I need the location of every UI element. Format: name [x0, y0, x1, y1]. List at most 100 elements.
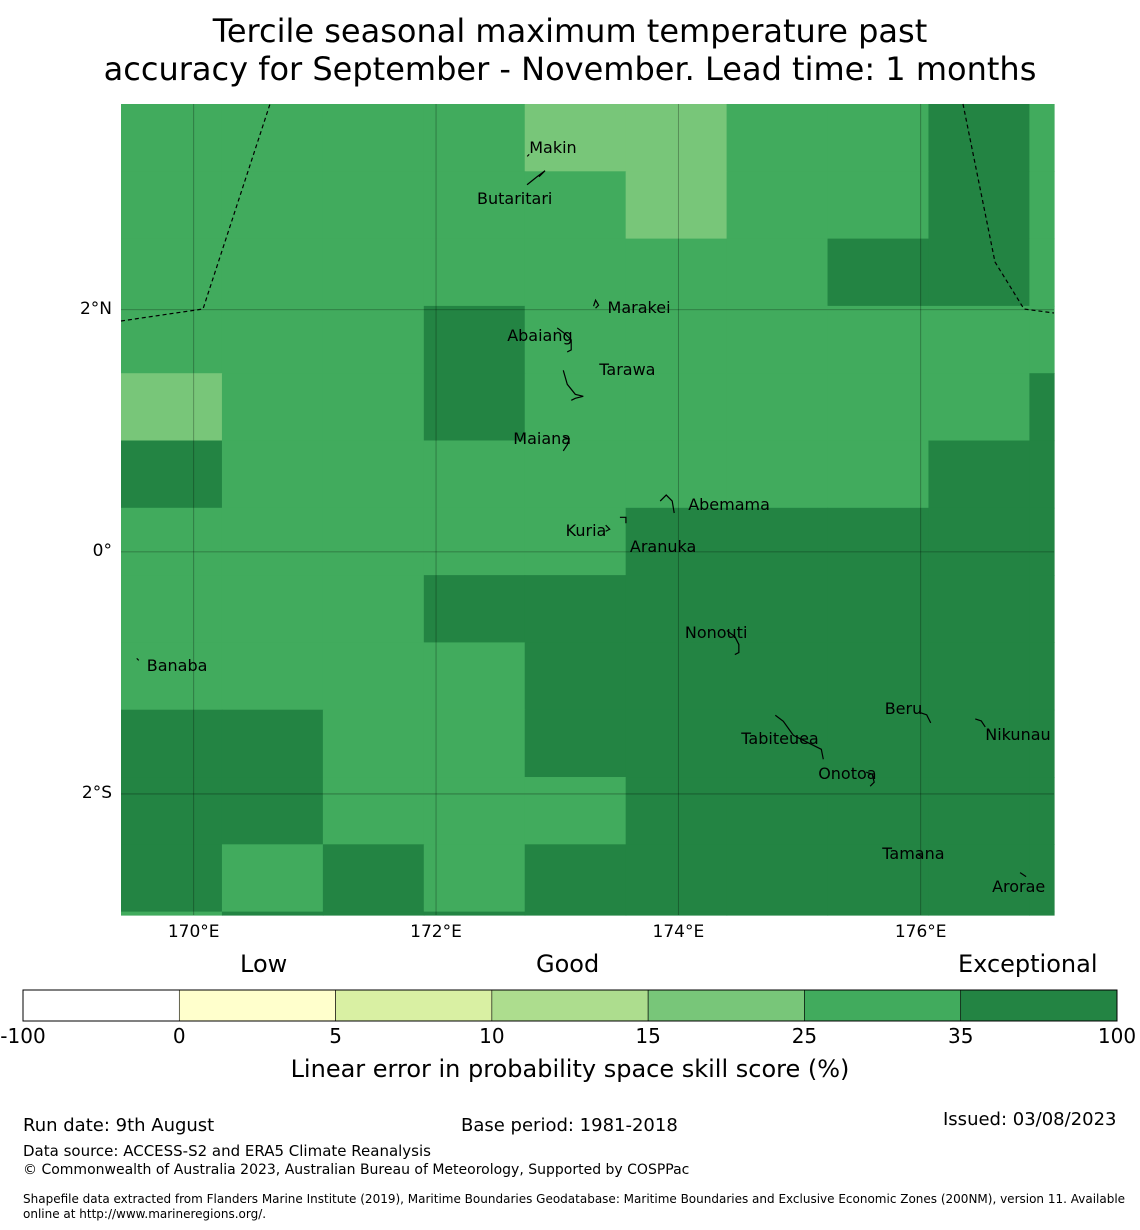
skill-cell [121, 104, 223, 172]
skill-cell [1029, 777, 1055, 845]
island-label-butaritari: Butaritari [477, 188, 553, 208]
map-title-line-1: Tercile seasonal maximum temperature pas… [212, 12, 928, 50]
skill-cell [726, 844, 829, 913]
skill-cell [625, 911, 728, 916]
skill-cell [827, 911, 930, 916]
skill-cell [1029, 575, 1055, 644]
skill-cell [726, 507, 829, 576]
island-outlines [136, 153, 1027, 878]
skill-cell [524, 171, 627, 240]
skill-cell [524, 373, 627, 442]
skill-cell [625, 844, 728, 913]
skill-cell [322, 844, 425, 913]
island-outline-tamana [917, 853, 922, 857]
island-outline-onotoa [865, 771, 875, 787]
skill-cell [322, 709, 425, 778]
skill-cell [928, 575, 1031, 644]
skill-cell [322, 911, 425, 916]
skill-cell [928, 844, 1031, 913]
legend-category-exceptional: Exceptional [958, 950, 1098, 978]
island-outline-abemama [659, 494, 675, 514]
skill-cell [726, 440, 829, 509]
skill-cell [423, 507, 526, 576]
skill-cell [121, 642, 223, 711]
colorbar-segment [491, 989, 649, 1022]
skill-cell [1029, 709, 1055, 778]
skill-cell [423, 305, 526, 374]
skill-cell [221, 642, 324, 711]
skill-cell [726, 305, 829, 374]
colorbar-tick-label: -100 [0, 1024, 46, 1048]
skill-cell [121, 709, 223, 778]
skill-cell [827, 642, 930, 711]
skill-cell [322, 305, 425, 374]
issued-date: Issued: 03/08/2023 [943, 1109, 1117, 1130]
island-label-nikunau: Nikunau [985, 724, 1051, 744]
base-period: Base period: 1981-2018 [461, 1115, 678, 1136]
skill-cell [121, 171, 223, 240]
skill-cell [221, 238, 324, 307]
skill-cell [827, 575, 930, 644]
colorbar-tick-label: 0 [172, 1024, 186, 1048]
island-label-tabiteuea: Tabiteuea [741, 729, 819, 749]
skill-cell [322, 575, 425, 644]
skill-cell [221, 709, 324, 778]
island-label-kuria: Kuria [565, 521, 607, 541]
island-outline-nikunau [975, 718, 986, 728]
island-label-abaiang: Abaiang [507, 325, 573, 345]
skill-cell [121, 575, 223, 644]
colorbar [22, 989, 1118, 1022]
skill-cell [726, 238, 829, 307]
skill-cell [726, 104, 829, 172]
skill-cell [625, 709, 728, 778]
skill-cell [423, 911, 526, 916]
skill-cell [726, 642, 829, 711]
skill-cell [423, 844, 526, 913]
island-outline-abaiang [556, 327, 572, 353]
skill-cell [221, 171, 324, 240]
skill-cell [121, 911, 223, 916]
skill-cell [121, 305, 223, 374]
skill-cell [423, 373, 526, 442]
island-outline-marakei [592, 298, 600, 309]
lon-tick-label: 174°E [652, 922, 705, 942]
island-label-tamana: Tamana [882, 844, 945, 864]
skill-cell [726, 575, 829, 644]
skill-cell [524, 709, 627, 778]
skill-cell [1029, 171, 1055, 240]
skill-cell [827, 844, 930, 913]
skill-cell [221, 305, 324, 374]
colorbar-tick-label: 10 [479, 1024, 505, 1048]
skill-cell [524, 777, 627, 845]
island-outline-tarawa [562, 370, 584, 401]
skill-cell [423, 171, 526, 240]
skill-cell [625, 642, 728, 711]
shapefile-credit: Shapefile data extracted from Flanders M… [23, 1192, 1126, 1221]
colorbar-segment [647, 989, 805, 1022]
skill-cell [524, 238, 627, 307]
eez-boundary-east [962, 103, 1055, 314]
skill-cell [423, 575, 526, 644]
island-label-tarawa: Tarawa [599, 360, 656, 380]
skill-cell [1029, 911, 1055, 916]
colorbar-segment [178, 989, 336, 1022]
skill-cell [121, 373, 223, 442]
island-label-beru: Beru [884, 698, 923, 718]
skill-cell [928, 104, 1031, 172]
skill-cell [928, 642, 1031, 711]
skill-cell [928, 777, 1031, 845]
skill-cell [827, 238, 930, 307]
skill-cell [928, 238, 1031, 307]
lon-tick-label: 172°E [410, 922, 462, 942]
colorbar-tick-label: 15 [635, 1024, 661, 1048]
skill-grid [121, 104, 1055, 916]
island-label-makin: Makin [529, 138, 577, 158]
colorbar-axis-title: Linear error in probability space skill … [290, 1055, 850, 1083]
skill-cell [121, 440, 223, 509]
skill-cell [625, 238, 728, 307]
colorbar-tick-label: 35 [947, 1024, 974, 1048]
island-outline-aranuka [619, 516, 627, 524]
skill-cell [524, 440, 627, 509]
skill-cell [928, 911, 1031, 916]
legend-category-low: Low [240, 950, 288, 978]
